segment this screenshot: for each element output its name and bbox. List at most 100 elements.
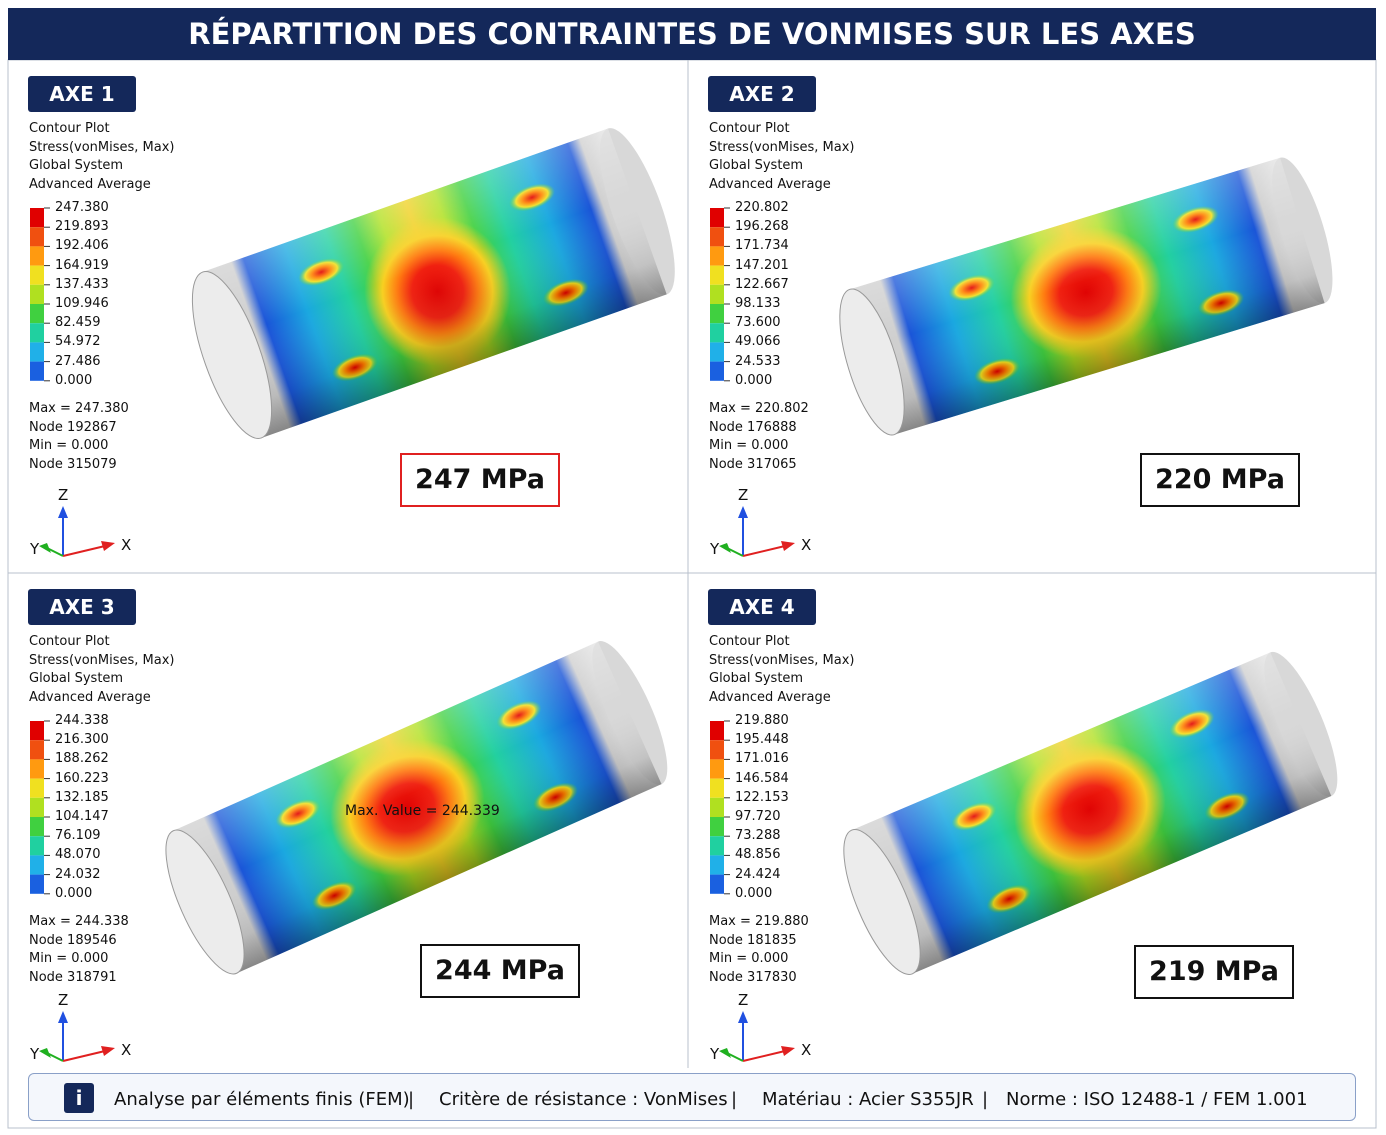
legend-band <box>30 284 44 304</box>
legend-value: 195.448 <box>735 732 789 748</box>
footer-box <box>28 1073 1356 1121</box>
legend-band <box>30 342 44 362</box>
legend-value: 0.000 <box>55 372 93 388</box>
legend-band <box>710 759 724 779</box>
legend-value: 171.016 <box>735 751 789 767</box>
footer-separator: | <box>982 1089 989 1110</box>
legend-value: 49.066 <box>735 334 781 350</box>
title: RÉPARTITION DES CONTRAINTES DE VONMISES … <box>8 8 1376 60</box>
result-box: 247 MPa <box>400 453 560 507</box>
info-line: Contour Plot <box>709 634 790 649</box>
x-arrow <box>101 1046 115 1056</box>
legend-value: 247.380 <box>55 200 109 215</box>
legend-value: 0.000 <box>55 885 93 901</box>
axis-z: Z <box>738 991 749 1009</box>
legend-band <box>30 778 44 798</box>
legend-value: 24.533 <box>735 353 781 369</box>
legend-band <box>30 361 44 381</box>
legend-value: 146.584 <box>735 770 789 786</box>
x-axis <box>62 1050 106 1062</box>
legend-band <box>30 721 44 741</box>
z-arrow <box>58 506 68 518</box>
info-line: Advanced Average <box>709 689 831 705</box>
stat-line: Node 315079 <box>29 456 117 472</box>
legend-value: 0.000 <box>735 372 773 388</box>
legend-band <box>710 836 724 856</box>
legend-value: 192.406 <box>55 238 109 254</box>
info-line: Contour Plot <box>29 121 110 136</box>
info-line: Stress(vonMises, Max) <box>29 652 175 668</box>
footer-item: Norme : ISO 12488-1 / FEM 1.001 <box>1006 1089 1308 1110</box>
y-arrow <box>719 1048 731 1058</box>
legend-band <box>30 836 44 856</box>
legend-band <box>30 797 44 817</box>
x-arrow <box>101 541 115 551</box>
legend-value: 73.600 <box>735 315 781 331</box>
legend-value: 219.880 <box>735 713 789 728</box>
shaft-face <box>191 271 273 439</box>
legend-band <box>710 227 724 247</box>
legend-value: 137.433 <box>55 276 109 292</box>
legend-value: 82.459 <box>55 315 101 331</box>
legend-value: 73.288 <box>735 828 781 844</box>
axe-label: AXE 3 <box>28 589 136 625</box>
info-line: Stress(vonMises, Max) <box>709 139 855 155</box>
shade <box>202 128 667 438</box>
stat-line: Max = 220.802 <box>709 401 809 416</box>
footer-separator: | <box>731 1089 738 1110</box>
footer-item: Critère de résistance : VonMises <box>439 1089 728 1110</box>
z-arrow <box>58 1011 68 1023</box>
axe-label: AXE 1 <box>28 76 136 112</box>
axis-x: X <box>121 536 132 554</box>
z-arrow <box>738 506 748 518</box>
z-arrow <box>738 1011 748 1023</box>
axis-x: X <box>801 536 812 554</box>
stat-line: Min = 0.000 <box>709 951 789 966</box>
info-line: Stress(vonMises, Max) <box>29 139 175 155</box>
legend-band <box>30 874 44 894</box>
footer-item: Matériau : Acier S355JR <box>762 1089 974 1110</box>
x-axis <box>742 1050 786 1062</box>
info-line: Advanced Average <box>29 689 151 705</box>
legend-value: 147.201 <box>735 257 789 273</box>
info-line: Advanced Average <box>29 176 151 192</box>
info-line: Contour Plot <box>29 634 110 649</box>
info-line: Global System <box>709 158 804 173</box>
legend-band <box>30 740 44 760</box>
stat-line: Max = 219.880 <box>709 914 809 929</box>
legend-value: 0.000 <box>735 885 773 901</box>
y-axis <box>46 547 64 557</box>
legend-value: 76.109 <box>55 828 101 844</box>
legend-value: 244.338 <box>55 713 109 728</box>
axis-x: X <box>121 1041 132 1059</box>
shaft <box>839 157 1333 436</box>
stat-line: Node 189546 <box>29 932 117 948</box>
x-arrow <box>781 1046 795 1056</box>
legend-band <box>710 304 724 324</box>
axis-y: Y <box>30 540 40 558</box>
legend-value: 48.070 <box>55 847 101 863</box>
y-arrow <box>39 543 51 553</box>
x-arrow <box>781 541 795 551</box>
info-line: Global System <box>29 671 124 686</box>
legend-band <box>710 246 724 266</box>
axis-y: Y <box>710 1045 720 1063</box>
stat-line: Max = 247.380 <box>29 401 129 416</box>
frame <box>7 59 1377 1129</box>
legend-band <box>30 304 44 324</box>
legend-value: 122.153 <box>735 789 789 805</box>
result-box: 220 MPa <box>1140 453 1300 507</box>
stat-line: Node 318791 <box>29 969 117 985</box>
legend-band <box>710 208 724 228</box>
shade <box>851 652 1332 974</box>
legend-band <box>30 208 44 228</box>
legend-band <box>710 797 724 817</box>
legend-value: 104.147 <box>55 809 109 824</box>
legend-value: 132.185 <box>55 789 109 805</box>
stat-line: Min = 0.000 <box>29 951 109 966</box>
legend-value: 164.919 <box>55 257 109 273</box>
legend-value: 98.133 <box>735 296 781 311</box>
shaft-face <box>165 829 245 975</box>
legend-value: 220.802 <box>735 200 789 215</box>
